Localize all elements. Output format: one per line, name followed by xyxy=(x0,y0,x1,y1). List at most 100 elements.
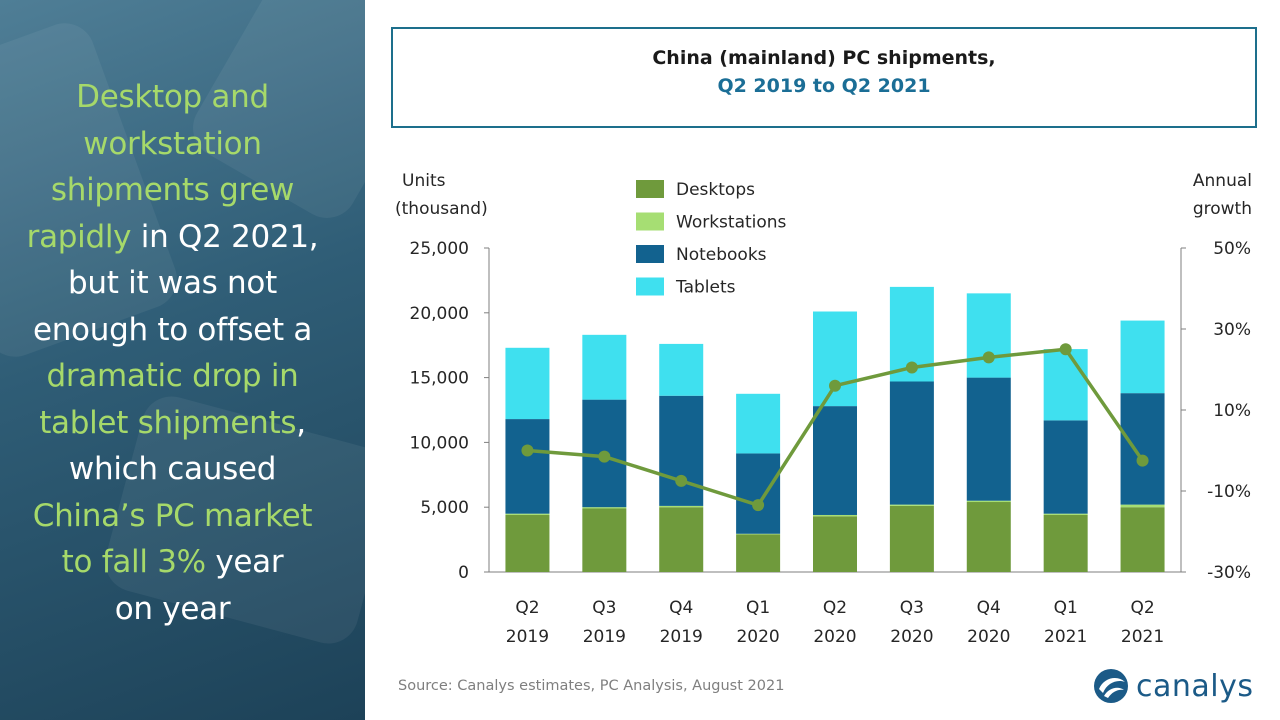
bar-desktops xyxy=(889,505,934,572)
chart-title-box: China (mainland) PC shipments, Q2 2019 t… xyxy=(391,27,1257,128)
chart-subtitle: Q2 2019 to Q2 2021 xyxy=(717,75,931,97)
bar-tablets xyxy=(1120,320,1165,394)
bar-tablets xyxy=(736,393,781,454)
left-tick-label: 10,000 xyxy=(410,433,469,453)
bar-desktops xyxy=(1120,507,1165,572)
bar-notebooks xyxy=(736,453,781,534)
left-panel: Desktop and workstation shipments grew rapi… xyxy=(0,0,365,720)
bar-tablets xyxy=(505,347,550,420)
bar-notebooks xyxy=(1120,393,1165,505)
x-tick-label-quarter: Q1 xyxy=(1054,598,1078,618)
bar-workstations xyxy=(1043,513,1088,515)
headline-highlight: to fall 3% xyxy=(61,544,206,580)
x-tick-label-year: 2020 xyxy=(736,627,779,647)
logo-text: canalys xyxy=(1136,668,1254,704)
headline-highlight: workstation xyxy=(83,125,262,162)
left-tick-label: 0 xyxy=(458,563,469,583)
headline-line: which caused xyxy=(0,446,345,493)
bar-notebooks xyxy=(966,377,1011,501)
headline-line: to fall 3% year xyxy=(0,539,345,586)
x-tick-label-year: 2020 xyxy=(813,627,856,647)
headline-line: China’s PC market xyxy=(0,493,345,540)
growth-point xyxy=(752,499,765,512)
growth-point xyxy=(829,379,841,392)
growth-point xyxy=(675,474,688,487)
growth-point xyxy=(905,361,918,374)
y-axis-title-line1: Units xyxy=(402,171,446,191)
growth-point xyxy=(982,351,995,364)
x-tick-label-quarter: Q3 xyxy=(592,598,616,618)
bar-notebooks xyxy=(813,406,857,515)
chart-title: China (mainland) PC shipments, xyxy=(652,47,996,69)
right-tick-label: -10% xyxy=(1207,482,1251,502)
bar-desktops xyxy=(582,508,627,572)
bar-workstations xyxy=(889,504,934,506)
growth-point xyxy=(1059,343,1072,356)
headline-text: which caused xyxy=(68,451,277,487)
y-axis-title-line2: (thousand) xyxy=(395,199,488,219)
headline: Desktop and workstation shipments grew rapi… xyxy=(0,74,345,632)
left-tick-label: 5,000 xyxy=(420,498,469,518)
bar-workstations xyxy=(582,507,627,509)
x-tick-label-quarter: Q2 xyxy=(823,598,847,618)
headline-line: enough to offset a xyxy=(0,307,345,354)
growth-point xyxy=(521,444,534,457)
y2-axis-title-line1: Annual xyxy=(1193,171,1252,191)
source-note: Source: Canalys estimates, PC Analysis, … xyxy=(398,678,785,694)
headline-line: rapidly in Q2 2021, xyxy=(0,214,345,261)
x-tick-label-quarter: Q4 xyxy=(669,598,693,618)
x-tick-label-quarter: Q4 xyxy=(977,598,1001,618)
headline-text: , xyxy=(296,404,306,441)
x-tick-label-quarter: Q2 xyxy=(515,598,539,618)
x-tick-label-year: 2019 xyxy=(583,627,626,647)
bar-workstations xyxy=(1120,504,1165,508)
canalys-logo: canalys xyxy=(1092,664,1254,708)
headline-line: but it was not xyxy=(0,260,345,307)
left-tick-label: 25,000 xyxy=(410,239,469,259)
right-tick-label: 30% xyxy=(1213,320,1251,340)
bar-tablets xyxy=(966,293,1011,378)
legend-label: Workstations xyxy=(676,213,787,233)
headline-text: in Q2 2021, xyxy=(131,218,319,255)
legend-swatch xyxy=(636,245,664,263)
bar-notebooks xyxy=(659,395,704,506)
headline-line: dramatic drop in xyxy=(0,353,345,400)
headline-highlight: shipments grew xyxy=(50,172,295,208)
left-tick-label: 20,000 xyxy=(410,304,469,324)
x-tick-label-year: 2021 xyxy=(1121,627,1164,647)
headline-line: on year xyxy=(0,586,345,633)
legend-swatch xyxy=(636,212,664,231)
legend-swatch xyxy=(636,180,664,198)
bar-tablets xyxy=(659,343,704,396)
bar-notebooks xyxy=(1043,420,1088,514)
right-tick-label: 10% xyxy=(1213,401,1251,421)
legend-label: Notebooks xyxy=(676,245,767,265)
legend-label: Tablets xyxy=(675,278,736,298)
x-tick-label-quarter: Q1 xyxy=(746,598,770,618)
headline-highlight: Desktop and xyxy=(76,79,269,115)
bar-notebooks xyxy=(505,419,550,514)
bar-desktops xyxy=(659,507,704,572)
bar-desktops xyxy=(1043,514,1088,572)
x-tick-label-quarter: Q2 xyxy=(1130,598,1154,618)
bar-desktops xyxy=(813,516,857,572)
right-tick-label: -30% xyxy=(1207,563,1251,583)
bar-workstations xyxy=(659,505,704,508)
headline-text: year xyxy=(205,544,284,580)
bar-tablets xyxy=(1043,349,1088,421)
bar-workstations xyxy=(966,500,1011,503)
bar-tablets xyxy=(813,311,857,407)
legend-swatch xyxy=(636,277,664,296)
growth-point xyxy=(1136,454,1149,467)
growth-point xyxy=(598,450,611,463)
legend-label: Desktops xyxy=(676,180,755,200)
headline-text: but it was not xyxy=(68,265,277,301)
canalys-logo-icon xyxy=(1094,669,1128,703)
x-tick-label-year: 2020 xyxy=(890,627,933,647)
headline-line: tablet shipments, xyxy=(0,400,345,447)
headline-line: shipments grew xyxy=(0,167,345,214)
bar-workstations xyxy=(505,513,550,515)
x-tick-label-year: 2019 xyxy=(506,627,549,647)
bar-workstations xyxy=(813,514,857,517)
